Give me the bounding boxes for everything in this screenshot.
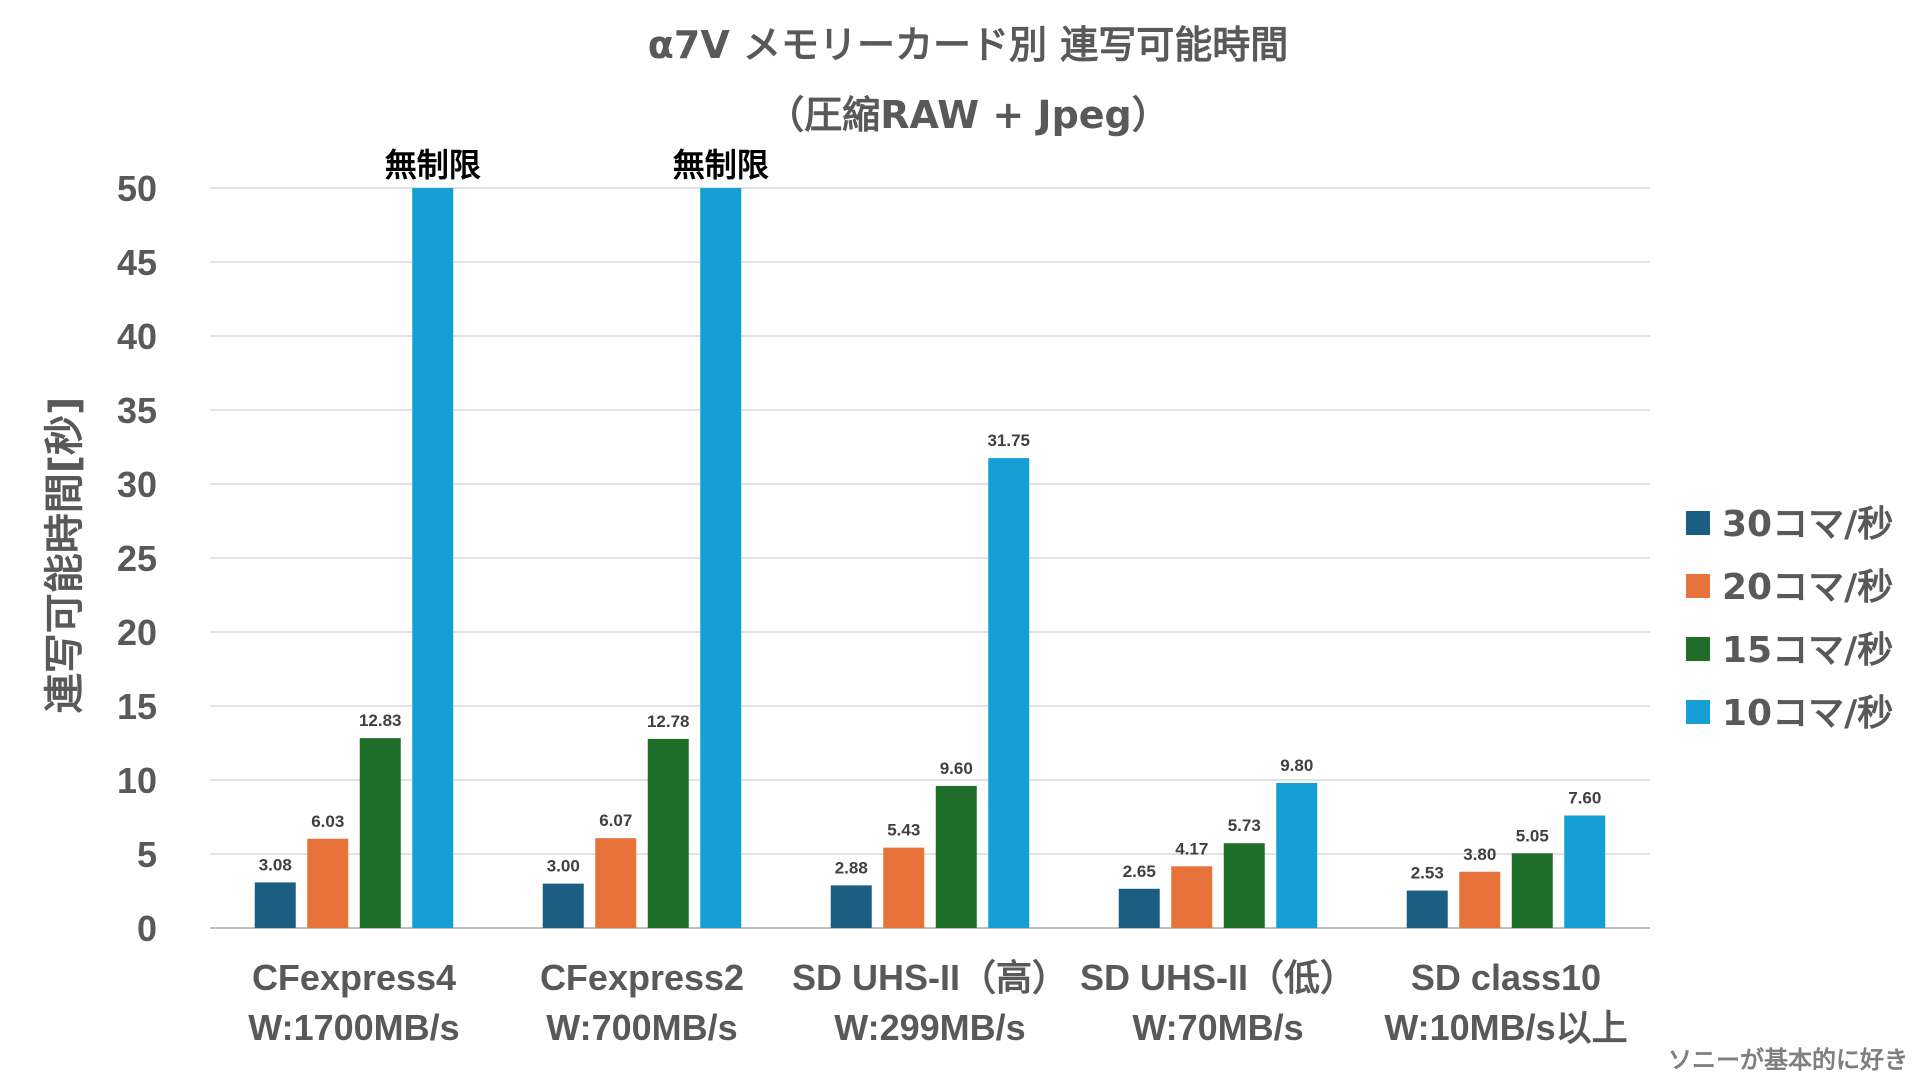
bar — [1406, 890, 1448, 928]
data-label: 12.78 — [647, 712, 690, 731]
chart-title-line-2: （圧縮RAW + Jpeg） — [766, 93, 1170, 137]
bar — [595, 838, 637, 928]
data-label: 5.43 — [887, 821, 920, 840]
y-tick-label: 25 — [117, 538, 157, 579]
y-tick-label: 50 — [117, 168, 157, 209]
category-label: W:299MB/s — [834, 1007, 1025, 1048]
category-label: W:70MB/s — [1132, 1007, 1303, 1048]
legend-label: 30コマ/秒 — [1722, 504, 1893, 545]
bar — [359, 738, 401, 928]
y-tick-label: 5 — [137, 834, 157, 875]
data-label: 3.80 — [1463, 845, 1496, 864]
unlimited-label: 無制限 — [385, 146, 481, 184]
legend-swatch — [1686, 574, 1710, 598]
bar — [542, 883, 584, 928]
legend: 30コマ/秒 20コマ/秒 15コマ/秒 10コマ/秒 — [1686, 504, 1893, 734]
data-label: 9.60 — [940, 759, 973, 778]
category-label: CFexpress4 — [252, 957, 456, 998]
category-labels: CFexpress4 W:1700MB/s CFexpress2 W:700MB/s S… — [248, 957, 1627, 1048]
data-label: 2.65 — [1123, 862, 1156, 881]
bar — [1511, 853, 1553, 928]
chart-title: α7V メモリーカード別 連写可能時間 （圧縮RAW + Jpeg） — [648, 23, 1288, 137]
data-label: 6.07 — [599, 811, 632, 830]
legend-swatch — [1686, 511, 1710, 535]
bar — [1276, 782, 1318, 928]
bar — [412, 188, 454, 928]
data-label: 4.17 — [1175, 839, 1208, 858]
category-label: W:700MB/s — [546, 1007, 737, 1048]
legend-swatch — [1686, 637, 1710, 661]
bar — [988, 458, 1030, 928]
y-tick-label: 30 — [117, 464, 157, 505]
bar — [1564, 815, 1606, 928]
chart-title-line-1: α7V メモリーカード別 連写可能時間 — [648, 23, 1288, 67]
legend-swatch — [1686, 700, 1710, 724]
watermark: ソニーが基本的に好き — [1668, 1046, 1908, 1074]
category-label: W:1700MB/s — [248, 1007, 459, 1048]
data-label: 12.83 — [359, 711, 402, 730]
bar — [830, 885, 872, 928]
bar — [883, 847, 925, 928]
legend-label: 20コマ/秒 — [1722, 567, 1893, 608]
data-label: 2.88 — [835, 858, 868, 877]
y-tick-label: 15 — [117, 686, 157, 727]
category-label: W:10MB/s以上 — [1384, 1007, 1627, 1048]
y-tick-label: 10 — [117, 760, 157, 801]
unlimited-label: 無制限 — [673, 146, 769, 184]
y-tick-label: 45 — [117, 242, 157, 283]
y-tick-label: 40 — [117, 316, 157, 357]
legend-label: 15コマ/秒 — [1722, 630, 1893, 671]
bar — [1171, 866, 1213, 928]
data-label: 3.00 — [547, 857, 580, 876]
data-label: 5.05 — [1516, 826, 1549, 845]
y-tick-label: 35 — [117, 390, 157, 431]
y-tick-label: 0 — [137, 908, 157, 949]
data-label: 9.80 — [1280, 756, 1313, 775]
category-label: SD UHS-II（低） — [1080, 957, 1356, 998]
data-label: 6.03 — [311, 812, 344, 831]
bar — [1223, 843, 1265, 928]
legend-label: 10コマ/秒 — [1722, 693, 1893, 734]
bar — [1118, 888, 1160, 928]
y-axis-ticks: 0 5 10 15 20 25 30 35 40 45 50 — [117, 168, 157, 949]
bars — [254, 188, 1606, 928]
bar — [647, 738, 689, 928]
data-label: 5.73 — [1228, 816, 1261, 835]
bar — [254, 882, 296, 928]
y-axis-label: 連写可能時間[秒] — [42, 397, 88, 714]
bar — [307, 838, 349, 928]
category-label: SD class10 — [1411, 957, 1601, 998]
bar — [935, 785, 977, 928]
y-tick-label: 20 — [117, 612, 157, 653]
bar — [700, 188, 742, 928]
bar — [1459, 871, 1501, 928]
data-label: 2.53 — [1411, 864, 1444, 883]
data-label: 31.75 — [987, 431, 1030, 450]
category-label: CFexpress2 — [540, 957, 744, 998]
data-labels: 3.08 6.03 12.83 無制限 3.00 6.07 12.78 無制限 2.88 5.43… — [259, 146, 1602, 883]
data-label: 7.60 — [1568, 789, 1601, 808]
category-label: SD UHS-II（高） — [792, 957, 1068, 998]
data-label: 3.08 — [259, 855, 292, 874]
